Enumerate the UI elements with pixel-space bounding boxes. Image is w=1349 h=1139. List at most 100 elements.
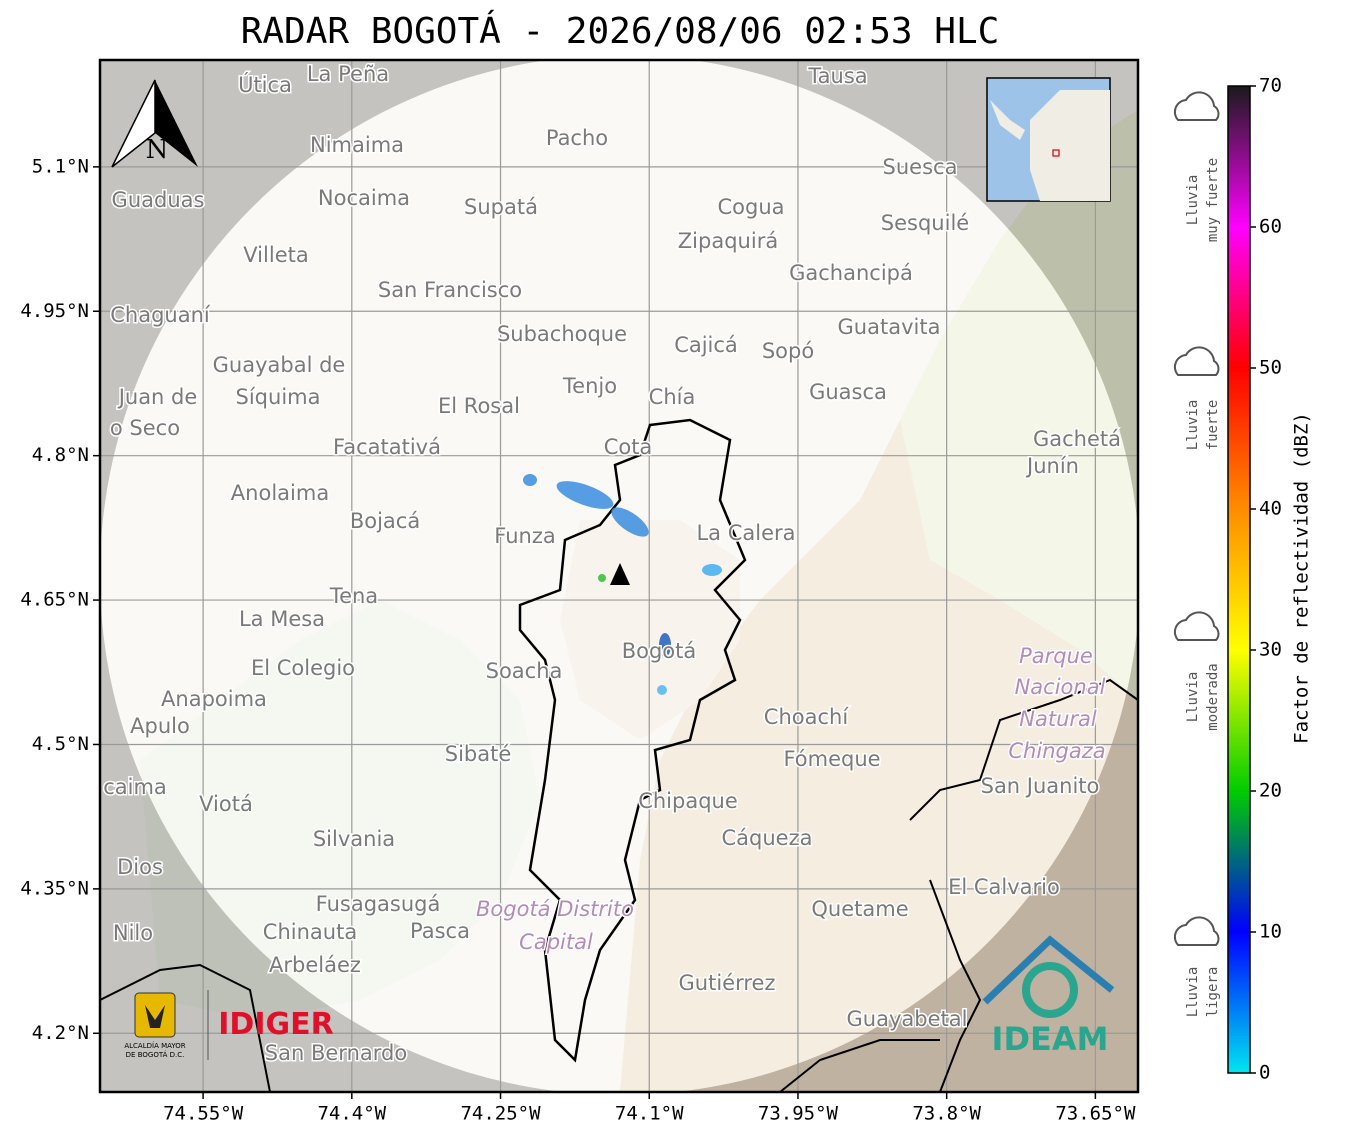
intensity-label: Lluvia <box>1185 967 1201 1018</box>
weather-icon <box>1173 91 1220 121</box>
grid <box>100 60 1138 1092</box>
place-label: Guayabetal <box>847 1007 968 1031</box>
intensity-label: Lluvia <box>1185 400 1201 451</box>
place-label: Nocaima <box>318 186 410 210</box>
place-label: Cogua <box>717 195 784 219</box>
colorbar-tick-label: 70 <box>1259 75 1282 97</box>
y-tick-label: 4.2°N <box>32 1022 89 1044</box>
place-label: El Rosal <box>438 394 520 418</box>
colorbar-tick-label: 20 <box>1259 780 1282 802</box>
place-label: Viotá <box>199 792 253 816</box>
colorbar-tick-label: 10 <box>1259 921 1282 943</box>
intensity-label: moderada <box>1205 663 1221 730</box>
colorbar-tick-label: 50 <box>1259 357 1282 379</box>
title: RADAR BOGOTÁ - 2026/08/06 02:53 HLC <box>241 10 1000 52</box>
bogota-boundary <box>518 418 747 1063</box>
radar-echoes <box>523 474 722 695</box>
place-label: La Peña <box>307 62 389 86</box>
logo-idiger: IDIGER <box>218 1007 333 1042</box>
place-label: Guaduas <box>112 188 205 212</box>
place-label: Junín <box>1025 454 1079 478</box>
weather-icon <box>1173 916 1220 946</box>
place-label: Pacho <box>546 126 608 150</box>
y-tick-label: 4.95°N <box>20 300 89 322</box>
place-label: Cáqueza <box>722 826 813 850</box>
colorbar-tick-label: 30 <box>1259 639 1282 661</box>
place-label: Apulo <box>130 714 190 738</box>
intensity-label: Lluvia <box>1185 672 1201 723</box>
place-label: Gutiérrez <box>679 971 776 995</box>
x-tick-label: 73.65°W <box>1055 1103 1136 1125</box>
place-labels: La Peña Útica Tausa Pacho Nimaima Guaduas Noca… <box>102 61 1123 1067</box>
place-label: Guayabal de <box>213 353 346 377</box>
place-label: Tausa <box>807 64 867 88</box>
place-label: Choachí <box>764 705 850 729</box>
place-label: San Juanito <box>981 774 1100 798</box>
place-label: Juan de <box>117 385 198 409</box>
place-label: La Mesa <box>239 607 325 631</box>
y-tick-label: 4.5°N <box>32 733 89 755</box>
place-label: Villeta <box>243 243 308 267</box>
place-label: Fómeque <box>783 747 880 771</box>
colorbar-bar <box>1227 85 1251 1074</box>
place-label: Sesquilé <box>881 211 969 235</box>
place-label: Chingaza <box>1008 739 1105 763</box>
intensity-label: fuerte <box>1205 400 1221 451</box>
logo-ideam-text: IDEAM <box>992 1020 1109 1058</box>
place-label: Guasca <box>809 380 887 404</box>
place-label: Fusagasugá <box>316 892 441 916</box>
place-label: Natural <box>1019 707 1097 731</box>
north-label: N <box>146 135 169 165</box>
place-label: Síquima <box>236 385 321 409</box>
place-label: El Colegio <box>251 656 355 680</box>
place-label: Capital <box>519 930 593 954</box>
place-label: Suesca <box>883 155 958 179</box>
x-tick-label: 74.1°W <box>615 1103 684 1125</box>
place-label: Anolaima <box>231 481 329 505</box>
place-label: Guatavita <box>838 315 941 339</box>
place-label: Tenjo <box>562 374 617 398</box>
place-label: Subachoque <box>497 322 627 346</box>
y-tick-label: 5.1°N <box>32 155 89 177</box>
place-label: San Francisco <box>378 278 522 302</box>
radar-site <box>610 563 630 585</box>
intensity-label: Lluvia <box>1185 175 1201 226</box>
logo-alcaldia: ALCALDÍA MAYOR DE BOGOTÁ D.C. IDIGER <box>124 990 334 1060</box>
logo-text: DE BOGOTÁ D.C. <box>126 1050 185 1059</box>
x-tick-label: 74.4°W <box>317 1103 386 1125</box>
intensity-label: ligera <box>1205 967 1221 1018</box>
colorbar: 0 10 20 30 40 50 60 70 <box>1227 75 1282 1084</box>
place-label: Zipaquirá <box>678 229 778 253</box>
place-label: Chipaque <box>638 789 738 813</box>
place-label: Cajicá <box>674 333 738 357</box>
y-tick-label: 4.35°N <box>20 877 89 899</box>
inset-map <box>986 77 1111 202</box>
map-frame <box>98 58 1140 1094</box>
place-label: La Calera <box>696 521 795 545</box>
place-label: Útica <box>238 72 292 97</box>
place-label: San Bernardo <box>265 1041 407 1065</box>
place-label: Nacional <box>1015 675 1106 699</box>
place-label: Quetame <box>811 897 908 921</box>
place-label: Funza <box>494 524 555 548</box>
place-label: Chinauta <box>263 920 357 944</box>
y-tick-label: 4.65°N <box>20 589 89 611</box>
colorbar-label: Factor de reflectividad (dBZ) <box>1291 412 1313 744</box>
place-label: Nilo <box>113 921 153 945</box>
place-label: Sopó <box>762 339 814 363</box>
place-label: Chía <box>649 385 696 409</box>
place-label: Tena <box>329 584 378 608</box>
place-label: Parque <box>1019 644 1093 668</box>
colorbar-tick-label: 0 <box>1259 1062 1270 1084</box>
colorbar-tick-label: 60 <box>1259 216 1282 238</box>
y-tick-label: 4.8°N <box>32 444 89 466</box>
place-label: Silvania <box>313 827 395 851</box>
logo-ideam: IDEAM <box>982 935 1115 1058</box>
department-boundary <box>779 678 1138 1092</box>
place-label: Chaguaní <box>110 303 211 327</box>
place-label: Sibaté <box>445 742 512 766</box>
place-label: Facatativá <box>333 435 441 459</box>
